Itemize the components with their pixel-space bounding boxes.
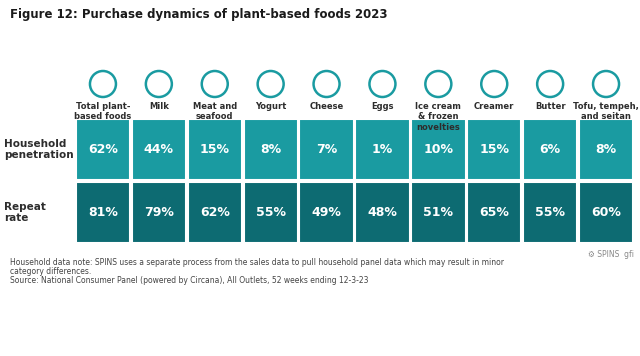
Text: ⚙ SPINS  gfi: ⚙ SPINS gfi	[588, 250, 634, 259]
Bar	[355, 182, 410, 243]
Text: 55%: 55%	[535, 206, 565, 219]
Text: 8%: 8%	[595, 143, 616, 156]
Text: Tofu, tempeh,
and seitan: Tofu, tempeh, and seitan	[573, 102, 639, 121]
Text: 15%: 15%	[479, 143, 509, 156]
Bar	[188, 182, 242, 243]
Text: category differences.: category differences.	[10, 267, 92, 276]
Text: Eggs: Eggs	[371, 102, 394, 111]
Text: Source: National Consumer Panel (powered by Circana), All Outlets, 52 weeks endi: Source: National Consumer Panel (powered…	[10, 276, 369, 285]
Bar	[579, 182, 633, 243]
Bar	[523, 119, 577, 180]
Bar	[355, 119, 410, 180]
Bar	[467, 182, 522, 243]
Bar	[579, 119, 633, 180]
Text: 15%: 15%	[200, 143, 230, 156]
Bar	[523, 182, 577, 243]
Text: 51%: 51%	[423, 206, 453, 219]
Text: Household
penetration: Household penetration	[4, 139, 74, 160]
Text: 8%: 8%	[260, 143, 281, 156]
Text: 6%: 6%	[540, 143, 561, 156]
Text: Meat and
seafood: Meat and seafood	[193, 102, 237, 121]
Text: 10%: 10%	[423, 143, 453, 156]
Text: Ice cream
& frozen
novelties: Ice cream & frozen novelties	[415, 102, 461, 132]
Text: 81%: 81%	[88, 206, 118, 219]
Text: Creamer: Creamer	[474, 102, 515, 111]
Bar	[412, 182, 465, 243]
Text: Household data note: SPINS uses a separate process from the sales data to pull h: Household data note: SPINS uses a separa…	[10, 258, 504, 267]
Bar	[300, 182, 354, 243]
Bar	[467, 119, 522, 180]
Text: 7%: 7%	[316, 143, 337, 156]
Bar	[132, 119, 186, 180]
Bar	[76, 119, 130, 180]
Text: Repeat
rate: Repeat rate	[4, 202, 46, 223]
Text: 79%: 79%	[144, 206, 174, 219]
Text: 44%: 44%	[144, 143, 174, 156]
Bar	[132, 182, 186, 243]
Text: 55%: 55%	[255, 206, 285, 219]
Text: 48%: 48%	[367, 206, 397, 219]
Bar	[76, 182, 130, 243]
Bar	[188, 119, 242, 180]
Text: Yogurt: Yogurt	[255, 102, 286, 111]
Text: 49%: 49%	[312, 206, 342, 219]
Bar	[300, 119, 354, 180]
Text: 60%: 60%	[591, 206, 621, 219]
Text: Figure 12: Purchase dynamics of plant-based foods 2023: Figure 12: Purchase dynamics of plant-ba…	[10, 8, 387, 21]
Text: 62%: 62%	[200, 206, 230, 219]
Bar	[243, 182, 298, 243]
Text: Milk: Milk	[149, 102, 169, 111]
Text: 1%: 1%	[372, 143, 393, 156]
Text: 65%: 65%	[479, 206, 509, 219]
Text: Total plant-
based foods: Total plant- based foods	[74, 102, 132, 121]
Bar	[243, 119, 298, 180]
Text: Cheese: Cheese	[309, 102, 344, 111]
Text: Butter: Butter	[535, 102, 566, 111]
Text: 62%: 62%	[88, 143, 118, 156]
Bar	[412, 119, 465, 180]
